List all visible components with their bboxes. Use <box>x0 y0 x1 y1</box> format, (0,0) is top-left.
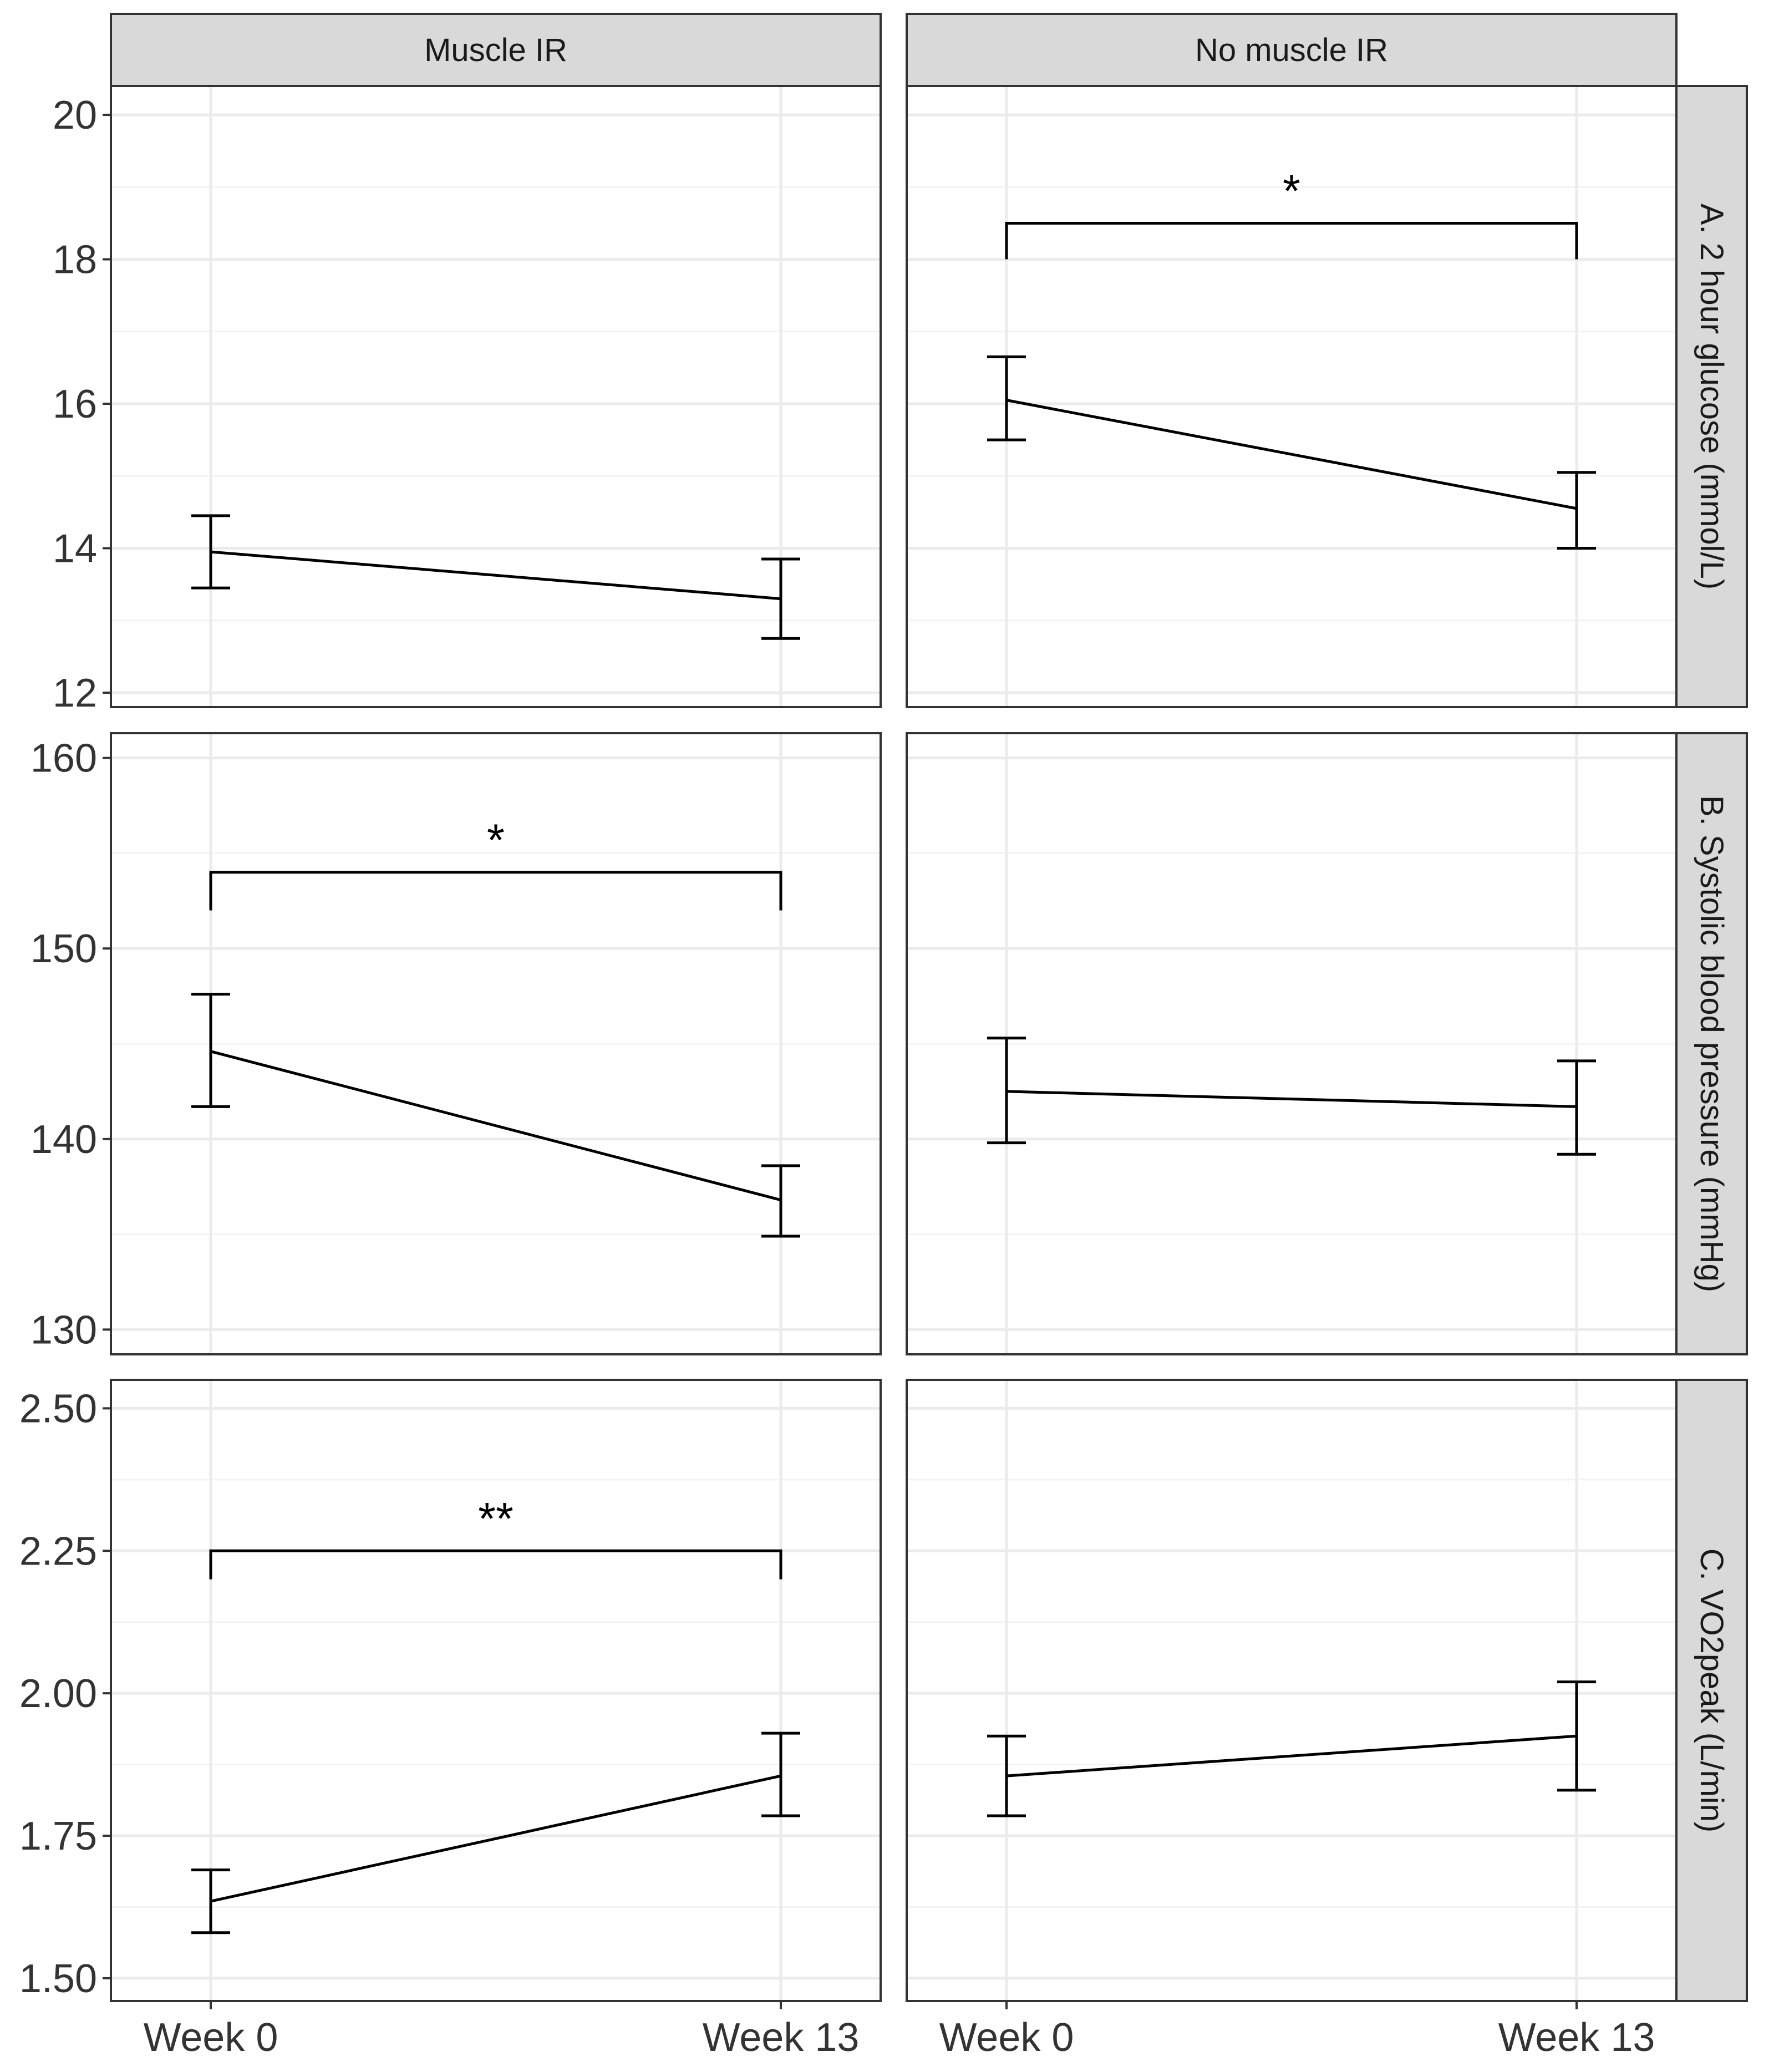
significance-label: * <box>1283 166 1300 216</box>
y-tick-label: 20 <box>53 93 97 138</box>
x-tick-label: Week 13 <box>703 2015 860 2060</box>
x-tick-label: Week 13 <box>1498 2015 1655 2060</box>
panel-background <box>907 86 1676 707</box>
y-tick-label: 130 <box>31 1308 97 1352</box>
x-tick-label: Week 0 <box>939 2015 1074 2060</box>
significance-bracket <box>1005 221 1578 260</box>
row-strip-0 <box>1675 85 1748 708</box>
y-tick-label: 14 <box>53 526 97 571</box>
panel-border <box>906 1379 1678 2002</box>
y-tick-label: 2.50 <box>19 1387 97 1431</box>
significance-bracket <box>209 871 782 911</box>
y-tick-label: 140 <box>31 1118 97 1162</box>
panel-r0-c0 <box>110 85 882 708</box>
column-strip-1 <box>906 13 1678 87</box>
significance-label: * <box>487 815 505 866</box>
mean-line <box>1006 1090 1577 1108</box>
y-tick-label: 12 <box>53 671 97 715</box>
mean-line <box>210 1050 781 1202</box>
panel-r1-c0: * <box>110 732 882 1355</box>
y-tick-label: 16 <box>53 382 97 426</box>
panel-border <box>110 85 882 708</box>
y-tick-label: 160 <box>31 737 97 781</box>
panel-r1-c1 <box>906 732 1678 1355</box>
panel-background <box>111 1380 881 2001</box>
x-tick-label: Week 0 <box>144 2015 278 2060</box>
mean-line <box>210 1774 781 1903</box>
panel-r0-c1: * <box>906 85 1678 708</box>
y-tick-label: 1.75 <box>19 1814 97 1858</box>
panel-background <box>907 1380 1676 2001</box>
panel-border <box>110 732 882 1355</box>
column-strip-0 <box>110 13 882 87</box>
y-tick-label: 2.25 <box>19 1529 97 1573</box>
significance-label: ** <box>478 1494 514 1544</box>
row-strip-1 <box>1675 732 1748 1355</box>
significance-bracket <box>209 1549 782 1580</box>
row-strip-label-2: C. VO2peak (L/min) <box>1694 1548 1730 1833</box>
panel-border <box>906 85 1678 708</box>
y-tick-label: 1.50 <box>19 1957 97 2001</box>
mean-line <box>1006 1734 1577 1778</box>
panel-r2-c1: Week 0 Week 13 <box>906 1379 1678 2060</box>
y-tick-label: 150 <box>31 927 97 971</box>
mean-line <box>1006 399 1577 510</box>
panel-border <box>906 732 1678 1355</box>
panel-border <box>110 1379 882 2002</box>
column-strip-label-1: No muscle IR <box>1195 32 1388 68</box>
panel-r2-c0: ** Week 0 Week 13 <box>110 1379 882 2060</box>
panel-background <box>111 86 881 707</box>
row-strip-label-0: A. 2 hour glucose (mmol/L) <box>1694 204 1730 590</box>
column-strip-label-0: Muscle IR <box>424 32 567 68</box>
row-strip-label-1: B. Systolic blood pressure (mmHg) <box>1694 795 1730 1292</box>
y-tick-label: 18 <box>53 238 97 282</box>
row-strip-2 <box>1675 1379 1748 2002</box>
mean-line <box>210 550 781 601</box>
y-tick-label: 2.00 <box>19 1672 97 1716</box>
